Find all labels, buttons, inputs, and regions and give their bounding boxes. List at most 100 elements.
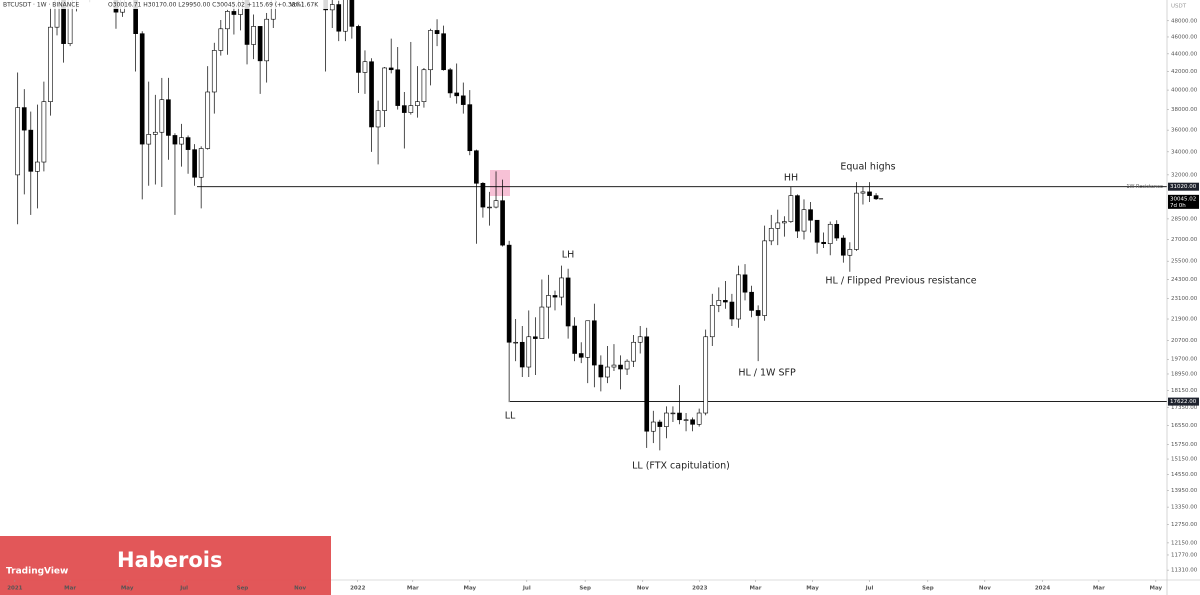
y-tick-label: 36000.00 [1171,128,1198,134]
price-tag [1168,397,1199,406]
x-tick-label: 2023 [692,586,707,592]
candle-body [198,148,204,178]
candle-body [585,320,591,358]
annotation: HL / 1W SFP [738,368,796,379]
y-tick-label: 44000.00 [1171,51,1198,57]
x-tick-label: Mar [64,586,76,592]
candle-body [755,310,761,316]
y-tick-label: 42000.00 [1171,69,1198,75]
candle-body [336,4,342,32]
countdown: 7d 0h [1170,203,1186,209]
candle-body [795,195,800,232]
candle-body [48,26,53,102]
x-tick-label: Sep [237,586,249,592]
candle-body [500,200,505,246]
candle-body [172,135,178,145]
candle-body [454,92,460,97]
candle-body [205,91,211,149]
currency: USDT [1171,4,1187,10]
x-tick-label: May [806,586,819,592]
candle-body [834,223,840,239]
x-tick-label: May [1150,586,1163,592]
price-tag [1168,182,1199,191]
candle-body [329,4,335,11]
candle-body [67,0,73,44]
candle-body [362,61,368,73]
candle-body [546,295,551,308]
candle-body [349,0,355,27]
candle-body [539,306,545,339]
y-tick-label: 24300.00 [1171,277,1198,283]
candle-body [487,206,492,209]
candle-body [572,325,577,354]
x-tick-label: Sep [579,586,591,592]
candle-body [506,244,512,343]
y-tick-label: 34000.00 [1171,149,1198,155]
x-tick-label: Nov [637,586,649,592]
x-tick-label: Mar [750,586,762,592]
candle-body [356,26,361,73]
x-tick-label: Mar [407,586,419,592]
candle-body [447,69,453,94]
last-price-label: 30045.02 [1170,196,1196,202]
candle-body [519,341,525,368]
symbol: BTCUSDT · 1W · BINANCE [3,2,79,9]
price-tag-label: 17622.00 [1170,399,1197,405]
y-tick-label: 32000.00 [1171,172,1198,178]
candle-body [251,26,256,45]
y-tick-label: 18950.00 [1171,371,1198,377]
candle-body [650,421,656,432]
candle-body [821,241,826,244]
annotation: LL (FTX capitulation) [632,461,730,472]
y-tick-label: 20700.00 [1171,338,1198,344]
y-tick-label: 16550.00 [1171,423,1198,429]
candle-body [729,301,735,320]
candle-body [388,67,394,71]
candle-body [801,209,807,232]
candle-body [723,300,728,303]
y-tick-label: 21900.00 [1171,317,1198,323]
candle-body [408,105,414,113]
candle-body [768,228,774,242]
candle-body [415,101,420,106]
candle-body [847,249,853,256]
last-price-tag [1168,194,1199,209]
candle-body [152,131,158,135]
price-tag-label: 31020.00 [1170,184,1197,190]
y-tick-label: 48000.00 [1171,18,1198,24]
candle-body [179,137,184,145]
candle-body [860,191,866,194]
candle-body [61,0,66,44]
y-tick-label: 17350.00 [1171,405,1198,411]
candle-body [742,274,748,293]
x-tick-label: Jul [179,586,188,592]
candle-body [775,222,781,229]
candle-body [716,300,722,306]
y-tick-label: 12750.00 [1171,522,1198,528]
candle-body [21,107,27,131]
annotation: LH [562,250,574,261]
candle-body [434,30,440,34]
candle-body [133,0,138,34]
y-tick-label: 28500.00 [1171,216,1198,222]
candle-body [54,0,60,28]
candle-body [270,0,276,20]
candle-body [827,223,833,244]
candle-body [166,99,171,136]
annotation: HH [784,173,798,184]
candle-body [624,360,630,370]
candle-body [159,99,165,133]
candle-body [264,18,270,62]
candle-body [474,150,479,184]
volume-readout: Vol 1.67K [290,2,319,9]
y-tick-label: 18150.00 [1171,388,1198,394]
x-tick-label: Nov [979,586,991,592]
candle-body [35,161,40,172]
y-tick-label: 27000.00 [1171,237,1198,243]
y-tick-label: 46000.00 [1171,34,1198,40]
candle-body [526,336,532,368]
highlight-zone [490,170,510,196]
candle-body [788,195,794,222]
x-tick-label: 2024 [1035,586,1050,592]
